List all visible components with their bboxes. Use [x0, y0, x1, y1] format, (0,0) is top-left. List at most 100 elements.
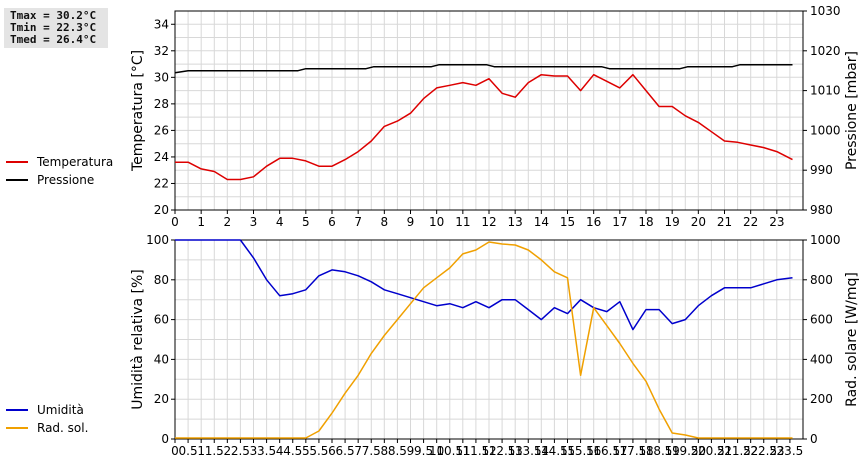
top-x-tick-label: 7	[354, 215, 362, 229]
bottom-x-tick-label: 2.5	[231, 444, 250, 458]
bottom-x-tick-label: 6	[328, 444, 336, 458]
top-x-tick-label: 23	[769, 215, 784, 229]
top-x-tick-label: 1	[197, 215, 205, 229]
top-y-left-tick-label: 22	[154, 176, 169, 190]
top-x-tick-label: 19	[665, 215, 680, 229]
legend-item-pressione: Pressione	[6, 171, 113, 189]
bottom-x-tick-label: 16	[586, 444, 601, 458]
bottom-x-tick-label: 12.5	[489, 444, 516, 458]
top-x-tick-label: 12	[481, 215, 496, 229]
bottom-x-tick-label: 9	[407, 444, 415, 458]
bottom-x-tick-label: 22	[743, 444, 758, 458]
bottom-y-left-tick-label: 0	[161, 432, 169, 446]
bottom-x-tick-label: 9.5	[414, 444, 433, 458]
top-x-tick-label: 15	[560, 215, 575, 229]
bottom-x-tick-label: 19	[665, 444, 680, 458]
bottom-ylabel-right: Rad. solare [W/mq]	[844, 272, 860, 407]
bottom-x-tick-label: 11	[455, 444, 470, 458]
top-y-left-tick-label: 24	[154, 150, 169, 164]
stat-tmin: Tmin = 22.3°C	[10, 21, 97, 34]
stat-tmax: Tmax = 30.2°C	[10, 9, 97, 22]
top-y-left-tick-label: 26	[154, 123, 169, 137]
legend-item-rad-sol: Rad. sol.	[6, 419, 88, 437]
top-y-left-tick-label: 34	[154, 17, 169, 31]
stat-tmed: Tmed = 26.4°C	[10, 33, 97, 46]
top-chart: 0 1 2 3 4 5 6 7 8 9 10 11 12 13 14 15 16 17 18 19 20 21 22 2320…	[130, 4, 860, 229]
top-x-tick-label: 16	[586, 215, 601, 229]
top-series-pressione	[174, 63, 793, 74]
top-y-right-tick-label: 1030	[810, 4, 841, 18]
bottom-x-tick-label: 20.5	[698, 444, 725, 458]
bottom-x-tick-label: 5	[302, 444, 310, 458]
top-y-left-tick-label: 32	[154, 44, 169, 58]
bottom-x-tick-label: 21	[717, 444, 732, 458]
bottom-x-tick-label: 6.5	[336, 444, 355, 458]
bottom-series-umidit	[175, 239, 793, 331]
bottom-x-tick-label: 23	[769, 444, 784, 458]
top-series-temperatura	[175, 73, 793, 181]
bottom-x-tick-label: 5.5	[309, 444, 328, 458]
bottom-x-tick-label: 7	[354, 444, 362, 458]
bottom-x-tick-label: 1	[197, 444, 205, 458]
bottom-series-rad-sol	[175, 241, 793, 439]
bottom-x-tick-label: 15.5	[567, 444, 594, 458]
bottom-x-tick-label: 17	[612, 444, 627, 458]
bottom-chart: 0 0.5 1 1.5 2 2.5 3 3.5 4 4.5 5 5.5 6 6.5 7 7.5 8 8.5 9 9.5…	[130, 233, 860, 458]
legend-item-temperatura: Temperatura	[6, 153, 113, 171]
bottom-x-tick-label: 3.5	[257, 444, 276, 458]
bottom-x-tick-label: 14	[534, 444, 549, 458]
bottom-x-tick-label: 2	[224, 444, 232, 458]
bottom-x-tick-label: 4.5	[283, 444, 302, 458]
top-x-tick-label: 8	[381, 215, 389, 229]
bottom-x-tick-label: 14.5	[541, 444, 568, 458]
top-y-right-tick-label: 990	[810, 163, 833, 177]
top-x-tick-label: 17	[612, 215, 627, 229]
bottom-y-right-tick-label: 400	[810, 352, 833, 366]
bottom-x-tick-label: 13	[508, 444, 523, 458]
bottom-x-tick-label: 7.5	[362, 444, 381, 458]
top-x-tick-label: 2	[224, 215, 232, 229]
bottom-x-tick-label: 0	[171, 444, 179, 458]
legend-item-umidita: Umidità	[6, 401, 88, 419]
bottom-x-tick-label: 18.5	[646, 444, 673, 458]
bottom-y-right-tick-label: 600	[810, 313, 833, 327]
top-y-right-tick-label: 980	[810, 203, 833, 217]
bottom-x-tick-label: 11.5	[463, 444, 490, 458]
bottom-x-tick-label: 16.5	[593, 444, 620, 458]
bottom-y-right-tick-label: 200	[810, 392, 833, 406]
top-x-tick-label: 0	[171, 215, 179, 229]
top-x-tick-label: 4	[276, 215, 284, 229]
bottom-y-left-tick-label: 80	[154, 273, 169, 287]
top-y-right-tick-label: 1000	[810, 123, 841, 137]
top-x-tick-label: 9	[407, 215, 415, 229]
top-x-tick-label: 3	[250, 215, 258, 229]
legend-swatch-temperatura	[6, 161, 28, 163]
bottom-x-tick-label: 19.5	[672, 444, 699, 458]
bottom-x-tick-label: 13.5	[515, 444, 542, 458]
legend-swatch-pressione	[6, 179, 28, 181]
bottom-x-tick-label: 15	[560, 444, 575, 458]
top-x-tick-label: 20	[691, 215, 706, 229]
bottom-x-tick-label: 22.5	[750, 444, 777, 458]
bottom-x-tick-label: 10.5	[436, 444, 463, 458]
bottom-y-left-tick-label: 20	[154, 392, 169, 406]
bottom-y-left-tick-label: 40	[154, 352, 169, 366]
top-x-tick-label: 6	[328, 215, 336, 229]
stats-box: Tmax = 30.2°C Tmin = 22.3°C Tmed = 26.4°…	[4, 8, 108, 48]
bottom-x-tick-label: 8.5	[388, 444, 407, 458]
bottom-y-left-tick-label: 60	[154, 313, 169, 327]
bottom-y-right-tick-label: 800	[810, 273, 833, 287]
top-x-tick-label: 13	[508, 215, 523, 229]
top-x-tick-label: 22	[743, 215, 758, 229]
bottom-y-left-tick-label: 100	[146, 233, 169, 247]
top-ylabel-right: Pressione [mbar]	[844, 51, 860, 170]
top-y-left-tick-label: 28	[154, 97, 169, 111]
top-y-right-tick-label: 1020	[810, 44, 841, 58]
top-y-left-tick-label: 30	[154, 70, 169, 84]
top-legend: Temperatura Pressione	[6, 153, 113, 189]
top-ylabel-left: Temperatura [°C]	[130, 50, 146, 172]
legend-label-umidita: Umidità	[37, 403, 84, 417]
bottom-x-tick-label: 10	[429, 444, 444, 458]
top-x-tick-label: 14	[534, 215, 549, 229]
